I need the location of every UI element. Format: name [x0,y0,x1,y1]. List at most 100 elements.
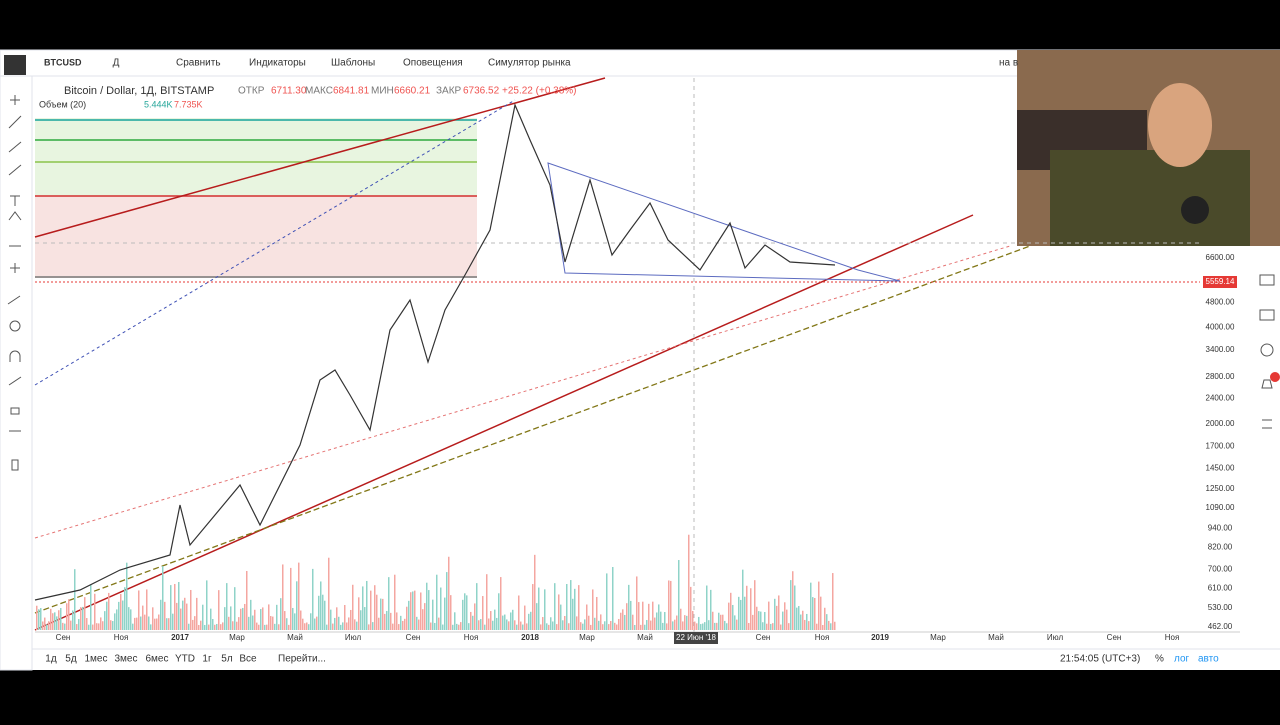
volume-bar [108,592,110,630]
volume-bar [748,622,750,630]
volume-bar [644,624,646,630]
range-button[interactable]: 1г [202,654,212,665]
volume-bar [238,617,240,630]
toolbar-button[interactable]: Симулятор рынка [488,58,571,69]
volume-bar [578,585,580,630]
range-button[interactable]: YTD [175,654,195,665]
volume-bar [678,560,680,630]
volume-bar [306,622,308,630]
volume-bar [480,619,482,630]
volume-bar [62,622,64,630]
volume-bar [728,602,730,630]
toolbar-button[interactable]: Индикаторы [249,58,306,69]
volume-bar [100,617,102,630]
volume-bar [256,622,258,630]
volume-bar [196,597,198,630]
volume-bar [654,617,656,630]
price-label: 1250.00 [1206,484,1235,493]
volume-bar [412,591,414,630]
log-toggle[interactable]: лог [1174,654,1190,665]
toolbar-right[interactable]: на в [999,58,1018,69]
range-button[interactable]: 1д [45,654,57,665]
volume-bar [498,593,500,630]
volume-bar [160,599,162,630]
volume-bar [36,605,38,630]
volume-bar [716,622,718,630]
volume-bar [90,584,92,630]
volume-bar [114,613,116,630]
volume-bar [98,623,100,630]
volume-bar [186,603,188,630]
volume-bar [510,612,512,630]
fib-zone-red [35,196,477,278]
price-label: 820.00 [1208,542,1233,551]
volume-bar [760,611,762,630]
volume-bar [362,586,364,630]
volume-bar [224,607,226,630]
price-label: 610.00 [1208,584,1233,593]
volume-bar [300,610,302,630]
volume-bar [802,610,804,630]
volume-bar [522,624,524,630]
volume-bar [614,622,616,630]
volume-bar [422,609,424,630]
volume-bar [258,624,260,630]
triangle [547,162,901,282]
volume-bar [556,624,558,630]
volume-bar [750,588,752,630]
volume-bar [250,599,252,630]
volume-bar [92,624,94,630]
volume-bar [106,601,108,630]
current-price: 5559.14 [1206,277,1235,286]
symbol[interactable]: BTCUSD [44,57,82,67]
volume-bar [292,607,294,630]
percent-toggle[interactable]: % [1155,654,1164,665]
volume-bar [304,623,306,630]
volume-bar [586,604,588,630]
volume-bar [460,622,462,630]
interval[interactable]: Д [113,58,120,69]
volume-bar [558,594,560,630]
volume-bar [418,619,420,630]
auto-toggle[interactable]: авто [1198,654,1219,665]
trend-line [34,245,1031,614]
range-button[interactable]: 6мес [146,654,169,665]
volume-bar [208,624,210,630]
goto-button[interactable]: Перейти... [278,654,326,665]
toolbar-button[interactable]: Шаблоны [331,57,375,69]
volume-bar [122,600,124,630]
volume-bar [608,624,610,630]
volume-bar [774,598,776,630]
volume-bar [466,595,468,630]
range-button[interactable]: 5л [221,654,233,665]
volume-bar [598,620,600,630]
volume-bar [592,589,594,630]
volume-bar [190,589,192,630]
volume-bar [348,617,350,630]
volume-bar [298,562,300,630]
volume-bar [334,617,336,630]
price-label: 3400.00 [1206,345,1235,354]
volume-bar [582,623,584,630]
range-button[interactable]: Все [239,654,257,665]
volume-bar [576,616,578,630]
volume-bar [504,614,506,630]
volume-bar [174,583,176,630]
toolbar-button[interactable]: Оповещения [403,58,463,69]
volume-bar [402,620,404,630]
range-button[interactable]: 1мес [85,654,108,665]
volume-bar [120,593,122,630]
toolbar-button[interactable]: Сравнить [176,58,221,69]
volume-bar [628,584,630,630]
volume-bar [500,577,502,630]
legend-high-label: МАКС [305,86,333,97]
right-toolbar [1259,274,1275,429]
volume-bar [756,606,758,630]
volume-bar [380,598,382,630]
range-button[interactable]: 5д [65,654,77,665]
volume-bar [226,583,228,630]
volume-bar [680,608,682,630]
volume-bar [96,623,98,630]
range-button[interactable]: 3мес [115,654,138,665]
volume-bar [288,624,290,630]
